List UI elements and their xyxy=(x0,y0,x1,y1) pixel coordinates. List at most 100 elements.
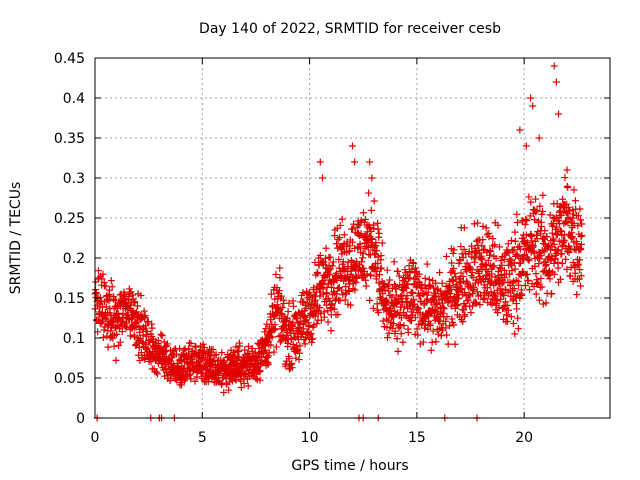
data-point xyxy=(397,314,405,322)
data-point xyxy=(234,354,242,362)
data-point xyxy=(577,245,585,253)
data-point xyxy=(135,344,143,352)
data-point xyxy=(465,291,473,299)
data-point xyxy=(131,298,139,306)
data-point xyxy=(352,278,360,286)
data-point xyxy=(133,302,141,310)
data-point xyxy=(474,219,482,227)
data-point xyxy=(411,313,419,321)
data-point xyxy=(538,222,546,230)
data-point xyxy=(320,313,328,321)
data-point xyxy=(555,110,562,118)
data-point xyxy=(338,215,346,223)
data-point xyxy=(100,326,108,334)
data-point xyxy=(461,289,469,297)
data-point xyxy=(349,238,356,246)
data-point xyxy=(508,237,516,245)
data-point xyxy=(320,258,328,266)
y-tick-label: 0.1 xyxy=(63,331,85,347)
data-point xyxy=(577,232,585,240)
data-point xyxy=(311,259,319,267)
data-point xyxy=(481,294,489,302)
data-point xyxy=(218,349,226,357)
data-point xyxy=(317,316,325,324)
data-point xyxy=(542,299,550,307)
data-point xyxy=(548,290,556,298)
data-point xyxy=(426,283,434,291)
data-point xyxy=(518,268,526,276)
data-point xyxy=(571,269,579,277)
data-point xyxy=(319,259,327,267)
data-point xyxy=(576,256,584,264)
data-point xyxy=(550,62,558,70)
data-point xyxy=(404,280,412,288)
plot-frame xyxy=(94,57,611,419)
data-point xyxy=(226,361,234,369)
data-point xyxy=(192,343,200,351)
data-point xyxy=(442,317,450,325)
data-point xyxy=(513,251,521,259)
data-point xyxy=(98,275,106,283)
data-point xyxy=(292,354,300,362)
data-point xyxy=(545,267,553,275)
data-point xyxy=(102,314,110,322)
data-point xyxy=(256,376,264,384)
data-point xyxy=(537,274,545,282)
data-point xyxy=(458,285,466,293)
data-point xyxy=(531,262,539,270)
axis-ticks: 0 0.05 0.1 0.15 0.2 0.25 0.3 0.35 0.4 0.45 0 5 10 15 2… xyxy=(54,51,610,446)
data-point xyxy=(550,235,558,243)
data-point xyxy=(384,317,392,325)
data-point xyxy=(440,305,448,313)
data-point xyxy=(500,256,508,264)
x-tick-label: 0 xyxy=(91,430,100,446)
data-point xyxy=(272,343,280,351)
data-point xyxy=(535,134,543,142)
data-point xyxy=(403,292,411,300)
data-point xyxy=(361,216,369,224)
data-point xyxy=(494,309,502,317)
data-point xyxy=(459,254,467,262)
data-point xyxy=(115,341,123,349)
data-point xyxy=(438,299,446,307)
data-point xyxy=(321,254,329,262)
data-point xyxy=(110,293,118,301)
data-point xyxy=(541,227,549,235)
data-point xyxy=(345,286,353,294)
data-point xyxy=(501,274,509,282)
data-point xyxy=(359,249,367,257)
data-point xyxy=(536,255,544,263)
data-point xyxy=(524,276,532,284)
data-point xyxy=(359,254,367,262)
y-tick-label: 0.25 xyxy=(54,211,85,227)
data-point xyxy=(413,325,421,333)
data-point xyxy=(288,364,296,372)
data-point xyxy=(338,286,346,294)
data-point xyxy=(401,311,409,319)
data-point xyxy=(532,208,540,216)
data-point xyxy=(419,338,427,346)
data-point xyxy=(327,265,335,273)
data-point xyxy=(467,309,475,317)
data-point xyxy=(237,384,245,392)
data-point xyxy=(322,244,330,252)
data-point xyxy=(555,217,563,225)
data-point xyxy=(185,345,193,353)
data-point xyxy=(347,301,355,309)
data-point xyxy=(262,346,270,354)
data-point xyxy=(510,285,518,293)
data-point xyxy=(576,205,584,213)
data-point xyxy=(514,314,522,322)
data-point xyxy=(306,331,314,339)
data-point xyxy=(110,342,118,350)
data-point xyxy=(328,301,336,309)
data-point xyxy=(423,260,431,268)
data-point xyxy=(366,224,374,232)
data-point xyxy=(487,247,495,255)
data-point xyxy=(566,207,574,215)
data-point xyxy=(270,312,278,320)
data-point xyxy=(563,265,571,273)
data-point xyxy=(546,275,554,283)
data-point xyxy=(553,200,561,208)
data-point xyxy=(215,371,223,379)
